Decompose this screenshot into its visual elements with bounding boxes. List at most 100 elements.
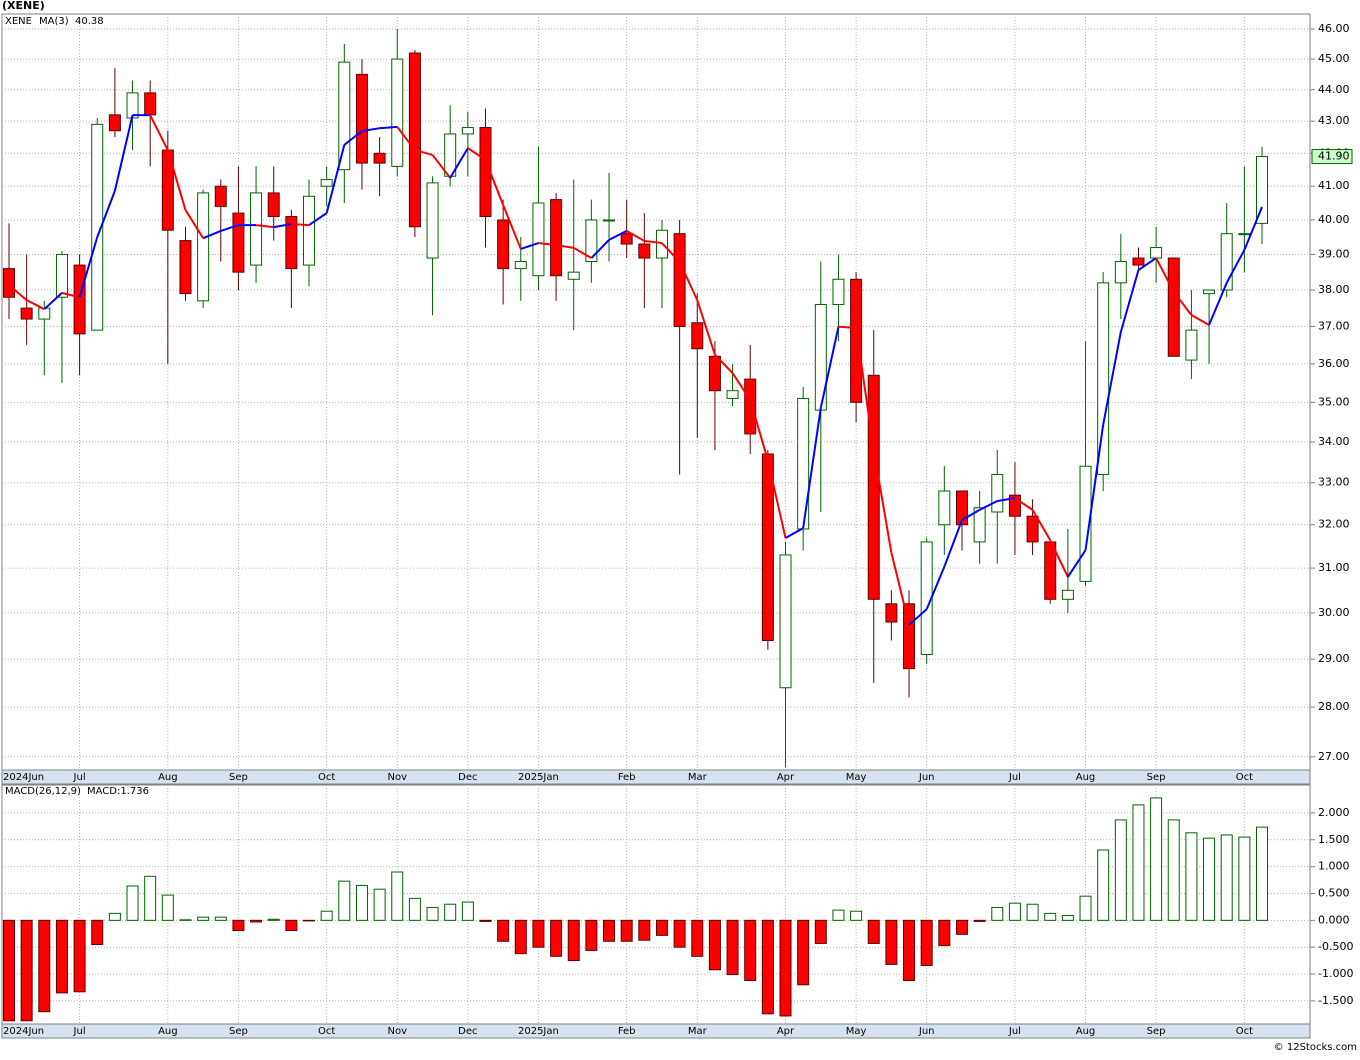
y-tick-label: 0.000 — [1318, 913, 1350, 926]
y-tick-label: -0.500 — [1318, 940, 1353, 953]
y-tick-label: 27.00 — [1318, 750, 1350, 763]
x-tick-label: Aug — [158, 1026, 178, 1037]
macd-bar — [620, 919, 633, 942]
y-tick-label: 46.00 — [1318, 22, 1350, 35]
macd-bar — [708, 919, 721, 971]
y-tick-label: 38.00 — [1318, 283, 1350, 296]
macd-bar — [1256, 826, 1268, 921]
candle-body — [1185, 329, 1198, 361]
macd-bar — [3, 919, 15, 1022]
ma-line — [166, 149, 187, 211]
ma-line — [1172, 291, 1193, 316]
y-tick-label: 29.00 — [1318, 652, 1350, 665]
ma-line — [26, 299, 45, 311]
x-tick-label: 2025Jan — [518, 1026, 559, 1037]
macd-bar — [338, 880, 351, 921]
ma-line — [1137, 257, 1157, 271]
ma-line — [484, 159, 505, 206]
candle-body — [144, 92, 157, 116]
last-price-label: 41.90 — [1318, 150, 1350, 163]
candle-body — [250, 192, 263, 266]
x-tick-label: Jul — [1008, 1026, 1021, 1037]
ma-line — [502, 204, 522, 250]
y-tick-label: -1.000 — [1318, 967, 1353, 980]
macd-bar — [144, 875, 157, 921]
macd-bar — [779, 919, 792, 1017]
macd-bar — [91, 919, 104, 946]
ma-line — [184, 209, 204, 239]
ma-line — [220, 224, 239, 232]
candle-body — [550, 199, 563, 277]
macd-bar — [232, 919, 245, 932]
candle-body — [797, 397, 810, 530]
candle-body — [1256, 156, 1268, 224]
candle-body — [973, 507, 986, 543]
ma-line — [979, 500, 998, 511]
macd-bar — [197, 916, 210, 921]
chart-title: (XENE) — [2, 0, 45, 12]
candle-body — [320, 179, 333, 187]
candle-body — [55, 254, 68, 298]
ma-line — [714, 354, 734, 374]
candle-body — [1026, 515, 1039, 543]
ma-line — [325, 144, 346, 214]
ma-line — [43, 292, 63, 310]
ma-line — [396, 126, 416, 151]
ma-line — [149, 114, 169, 151]
ma-line — [872, 449, 893, 553]
macd-bar — [726, 919, 739, 976]
candle-body — [1132, 257, 1145, 266]
candle-body — [108, 114, 121, 132]
candle-body — [179, 240, 192, 295]
ma-line — [96, 190, 116, 238]
macd-bar — [1097, 849, 1110, 921]
candle-body — [426, 182, 439, 259]
x-tick-label: May — [846, 772, 867, 783]
candle-body — [38, 307, 51, 320]
macd-bar — [214, 916, 227, 921]
macd-bar — [655, 919, 668, 936]
macd-bar — [850, 910, 863, 921]
ma-line — [608, 230, 628, 241]
ma-line — [113, 114, 134, 192]
y-tick-label: 39.00 — [1318, 248, 1350, 261]
macd-bar — [973, 919, 986, 922]
macd-bar — [179, 919, 192, 921]
candle-body — [303, 195, 316, 266]
candle-body — [779, 554, 792, 689]
ma-line — [291, 223, 310, 227]
y-tick-label: 43.00 — [1318, 114, 1350, 127]
ma-line — [555, 244, 574, 249]
candle-body — [232, 212, 245, 273]
candle-body — [20, 307, 33, 320]
macd-bar — [285, 919, 298, 932]
candle-body — [267, 192, 280, 218]
macd-bar — [444, 903, 457, 921]
macd-bar — [991, 906, 1004, 921]
x-tick-label: Oct — [318, 1026, 335, 1037]
macd-bar — [603, 919, 616, 942]
candle-body — [761, 453, 774, 641]
macd-bar — [303, 919, 316, 922]
macd-bar — [497, 919, 510, 942]
macd-bar — [1203, 837, 1216, 921]
x-tick-label: Sep — [1147, 1026, 1166, 1037]
candle-body — [691, 322, 704, 350]
legend-symbol: XENE — [5, 16, 32, 27]
y-tick-label: 34.00 — [1318, 435, 1350, 448]
macd-bar — [1026, 903, 1039, 921]
ma-line — [1155, 257, 1175, 293]
macd-bar — [585, 919, 598, 951]
x-tick-label: Sep — [229, 772, 248, 783]
candle-body — [497, 219, 510, 270]
macd-bar — [73, 919, 86, 993]
candle-body — [214, 185, 227, 207]
y-tick-label: 30.00 — [1318, 606, 1350, 619]
macd-bar — [938, 919, 951, 947]
y-tick-label: 32.00 — [1318, 518, 1350, 531]
ma-line — [1190, 314, 1210, 326]
x-tick-label: Jul — [73, 1026, 86, 1037]
ma-line — [696, 299, 716, 356]
candle-body — [197, 192, 210, 302]
ma-line — [520, 242, 539, 250]
